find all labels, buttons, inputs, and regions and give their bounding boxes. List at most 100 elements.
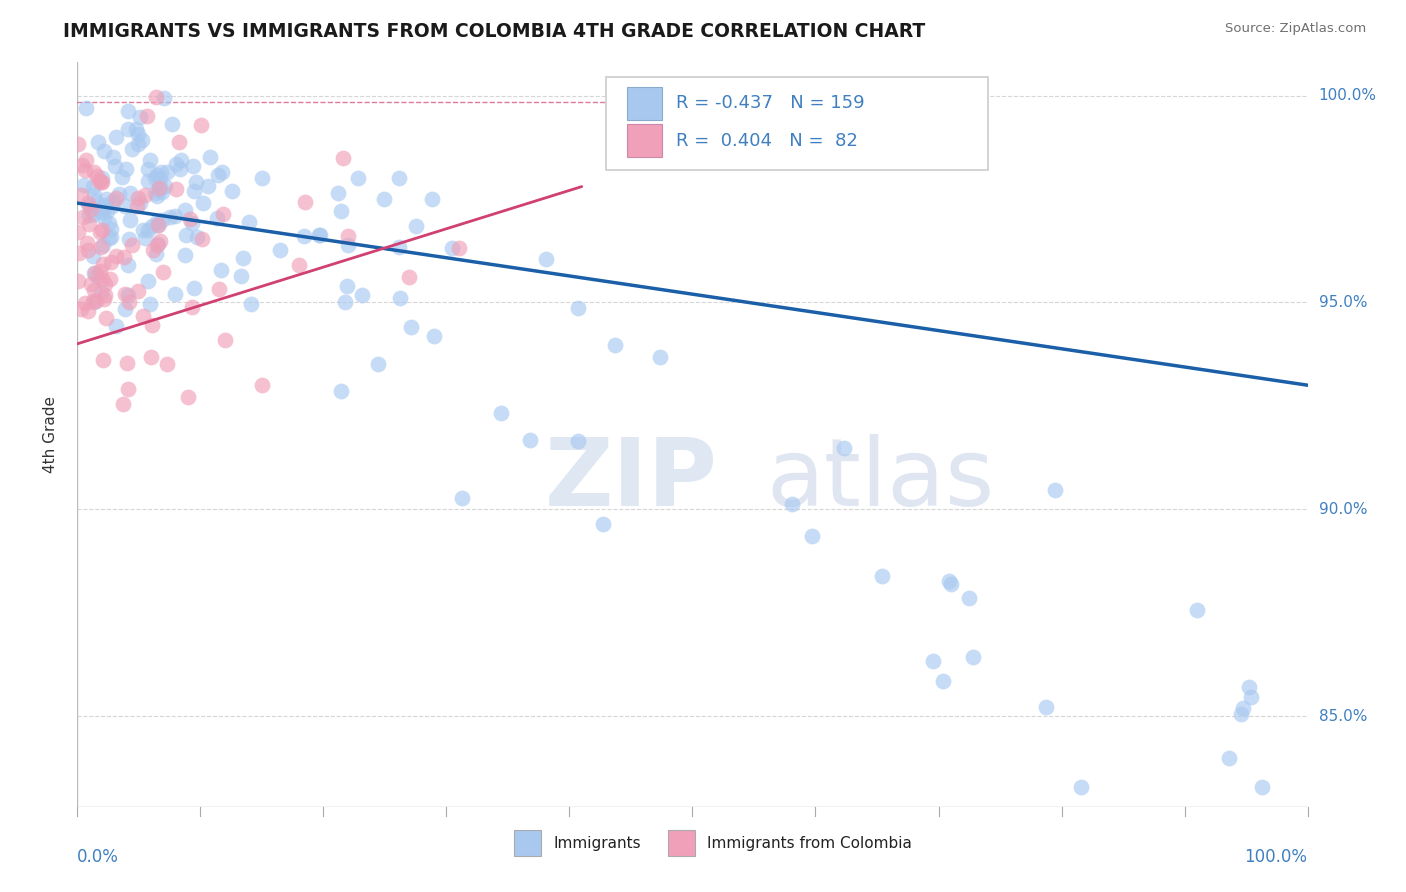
Point [333, 295, 356, 310]
Point [174, 228, 197, 243]
Point [329, 203, 352, 218]
Point [179, 212, 201, 227]
Point [136, 161, 159, 176]
Point [79, 199, 101, 213]
Point [114, 302, 136, 317]
Point [100, 199, 122, 213]
Point [152, 265, 174, 279]
Text: ZIP: ZIP [546, 434, 717, 525]
Point [97, 231, 120, 245]
Point [592, 517, 614, 532]
Point [1045, 483, 1067, 498]
Point [231, 269, 253, 284]
Point [398, 269, 420, 284]
Point [336, 279, 359, 293]
Point [1237, 680, 1260, 694]
Point [105, 129, 128, 144]
Point [121, 142, 143, 156]
Point [399, 319, 422, 334]
Point [780, 497, 803, 511]
Point [115, 356, 138, 370]
Point [156, 358, 179, 372]
Point [69, 187, 91, 202]
Bar [668, 830, 695, 856]
Point [84, 293, 107, 308]
Point [183, 281, 205, 295]
Point [129, 110, 152, 124]
Text: Immigrants from Colombia: Immigrants from Colombia [707, 836, 912, 850]
Point [134, 187, 156, 202]
Point [142, 243, 165, 257]
Point [163, 210, 186, 224]
Bar [627, 87, 662, 120]
Point [269, 243, 291, 257]
Point [373, 192, 395, 206]
Point [451, 491, 474, 506]
Point [165, 182, 187, 196]
Point [152, 90, 174, 104]
Point [86, 169, 108, 184]
Point [180, 216, 202, 230]
Point [67, 246, 90, 260]
Point [209, 263, 232, 277]
Text: 100.0%: 100.0% [1319, 88, 1376, 103]
Point [132, 309, 155, 323]
Point [93, 211, 115, 225]
Point [329, 384, 352, 398]
Point [1218, 751, 1240, 765]
Point [131, 133, 153, 147]
Point [103, 150, 125, 164]
Point [367, 357, 389, 371]
Point [145, 186, 167, 200]
Point [132, 223, 155, 237]
Point [145, 89, 167, 103]
Point [97, 217, 120, 231]
Point [205, 211, 228, 226]
Point [150, 213, 173, 227]
Point [150, 165, 173, 179]
Point [136, 223, 159, 237]
Point [90, 272, 114, 286]
Point [169, 162, 191, 177]
Point [519, 433, 541, 447]
Point [309, 227, 332, 242]
Point [212, 206, 235, 220]
Text: 95.0%: 95.0% [1319, 295, 1367, 310]
Point [100, 222, 122, 236]
Point [77, 208, 100, 222]
Point [150, 186, 173, 200]
Point [117, 103, 139, 118]
Point [173, 202, 195, 217]
Point [405, 219, 427, 233]
Point [79, 277, 101, 291]
Point [197, 179, 219, 194]
Point [100, 230, 122, 244]
Text: 4th Grade: 4th Grade [42, 396, 58, 474]
Point [332, 151, 354, 165]
Point [89, 225, 111, 239]
Point [73, 178, 96, 193]
Point [962, 649, 984, 664]
Point [146, 218, 169, 232]
Point [167, 135, 190, 149]
Point [117, 288, 139, 302]
Point [149, 171, 172, 186]
Point [193, 196, 215, 211]
Point [186, 175, 208, 189]
Point [139, 297, 162, 311]
Point [190, 119, 212, 133]
Point [83, 165, 105, 179]
Point [139, 153, 162, 167]
Point [388, 240, 411, 254]
Point [288, 258, 311, 272]
Point [91, 202, 114, 216]
Point [91, 257, 114, 271]
Point [82, 180, 104, 194]
Point [141, 350, 163, 364]
Point [153, 179, 176, 194]
Text: R =  0.404   N =  82: R = 0.404 N = 82 [676, 132, 858, 150]
Point [83, 206, 105, 220]
Point [180, 300, 202, 314]
Point [117, 232, 139, 246]
Point [200, 150, 222, 164]
